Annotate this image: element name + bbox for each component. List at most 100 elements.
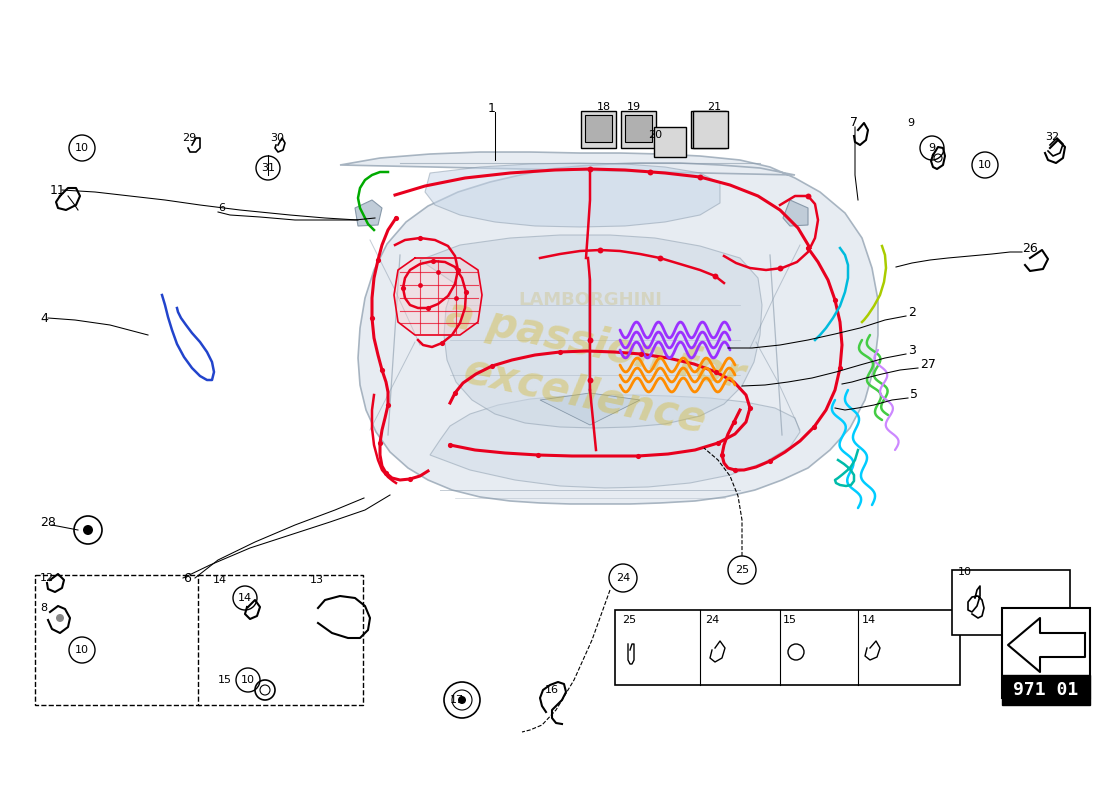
- Text: 4: 4: [40, 311, 48, 325]
- Point: [726, 463, 744, 476]
- Text: 32: 32: [1045, 132, 1059, 142]
- Point: [411, 232, 429, 245]
- FancyBboxPatch shape: [198, 575, 363, 705]
- Point: [371, 437, 388, 450]
- Point: [581, 162, 598, 175]
- Point: [429, 266, 447, 278]
- Point: [581, 374, 598, 386]
- Polygon shape: [340, 152, 878, 504]
- Point: [629, 450, 647, 462]
- Text: 7: 7: [850, 117, 858, 130]
- Text: 5: 5: [910, 389, 918, 402]
- Text: 8: 8: [40, 603, 47, 613]
- Text: 29: 29: [182, 133, 196, 143]
- Point: [761, 454, 779, 467]
- Polygon shape: [783, 200, 808, 226]
- Point: [581, 334, 598, 346]
- Text: 21: 21: [707, 102, 722, 112]
- FancyBboxPatch shape: [693, 111, 728, 148]
- FancyBboxPatch shape: [621, 111, 656, 148]
- Point: [591, 243, 608, 256]
- Point: [826, 294, 844, 306]
- Text: 16: 16: [544, 685, 559, 695]
- Text: 10: 10: [241, 675, 255, 685]
- Text: 14: 14: [213, 575, 227, 585]
- Polygon shape: [425, 163, 720, 227]
- Point: [483, 360, 500, 373]
- Text: 27: 27: [920, 358, 936, 371]
- Point: [529, 449, 547, 462]
- Point: [706, 270, 724, 282]
- FancyBboxPatch shape: [691, 111, 726, 148]
- Text: 10: 10: [958, 567, 972, 577]
- FancyBboxPatch shape: [1002, 675, 1090, 705]
- Point: [691, 170, 708, 183]
- Text: 971 01: 971 01: [1013, 681, 1079, 699]
- Point: [377, 466, 395, 479]
- Point: [448, 291, 465, 304]
- Text: 18: 18: [597, 102, 612, 112]
- Point: [641, 166, 659, 178]
- Text: 19: 19: [627, 102, 641, 112]
- Text: 28: 28: [40, 515, 56, 529]
- Point: [725, 416, 742, 429]
- Text: 10: 10: [75, 645, 89, 655]
- Text: 25: 25: [621, 615, 636, 625]
- Text: 31: 31: [261, 163, 275, 173]
- Text: 24: 24: [705, 615, 719, 625]
- Point: [447, 386, 464, 399]
- Point: [370, 254, 387, 266]
- Point: [394, 282, 411, 294]
- Text: 30: 30: [270, 133, 284, 143]
- Point: [411, 278, 429, 291]
- Point: [441, 438, 459, 451]
- FancyBboxPatch shape: [35, 575, 200, 705]
- Text: 12: 12: [40, 573, 54, 583]
- Text: 13: 13: [310, 575, 324, 585]
- Point: [373, 363, 390, 377]
- Point: [710, 437, 727, 450]
- Point: [771, 262, 789, 274]
- Text: 9: 9: [928, 143, 936, 153]
- Text: 25: 25: [735, 565, 749, 575]
- Point: [551, 346, 569, 358]
- Point: [713, 449, 730, 462]
- Text: 6: 6: [183, 571, 191, 585]
- Circle shape: [56, 614, 64, 622]
- Point: [632, 347, 650, 360]
- Text: 15: 15: [783, 615, 798, 625]
- Polygon shape: [420, 235, 762, 428]
- Text: 26: 26: [1022, 242, 1037, 254]
- Polygon shape: [540, 393, 640, 425]
- Text: 1: 1: [488, 102, 496, 114]
- Polygon shape: [394, 258, 482, 335]
- Point: [800, 242, 817, 254]
- Text: 20: 20: [648, 130, 662, 140]
- Text: 14: 14: [238, 593, 252, 603]
- Polygon shape: [1008, 618, 1085, 672]
- Text: 24: 24: [616, 573, 630, 583]
- Polygon shape: [430, 395, 800, 488]
- FancyBboxPatch shape: [952, 570, 1070, 635]
- Point: [651, 251, 669, 264]
- FancyBboxPatch shape: [625, 115, 652, 142]
- Text: 15: 15: [218, 675, 232, 685]
- Text: 10: 10: [978, 160, 992, 170]
- Polygon shape: [355, 200, 382, 226]
- FancyBboxPatch shape: [1002, 608, 1090, 698]
- Point: [741, 402, 759, 414]
- Text: 17: 17: [450, 695, 464, 705]
- Point: [800, 190, 817, 202]
- Text: 11: 11: [50, 183, 66, 197]
- FancyBboxPatch shape: [654, 127, 686, 157]
- Circle shape: [458, 696, 466, 704]
- Circle shape: [82, 525, 94, 535]
- Point: [707, 366, 725, 378]
- FancyBboxPatch shape: [585, 115, 612, 142]
- Point: [419, 302, 437, 314]
- Point: [387, 211, 405, 224]
- Text: LAMBORGHINI: LAMBORGHINI: [518, 291, 662, 309]
- Point: [425, 254, 442, 267]
- Point: [449, 264, 466, 277]
- Text: 10: 10: [75, 143, 89, 153]
